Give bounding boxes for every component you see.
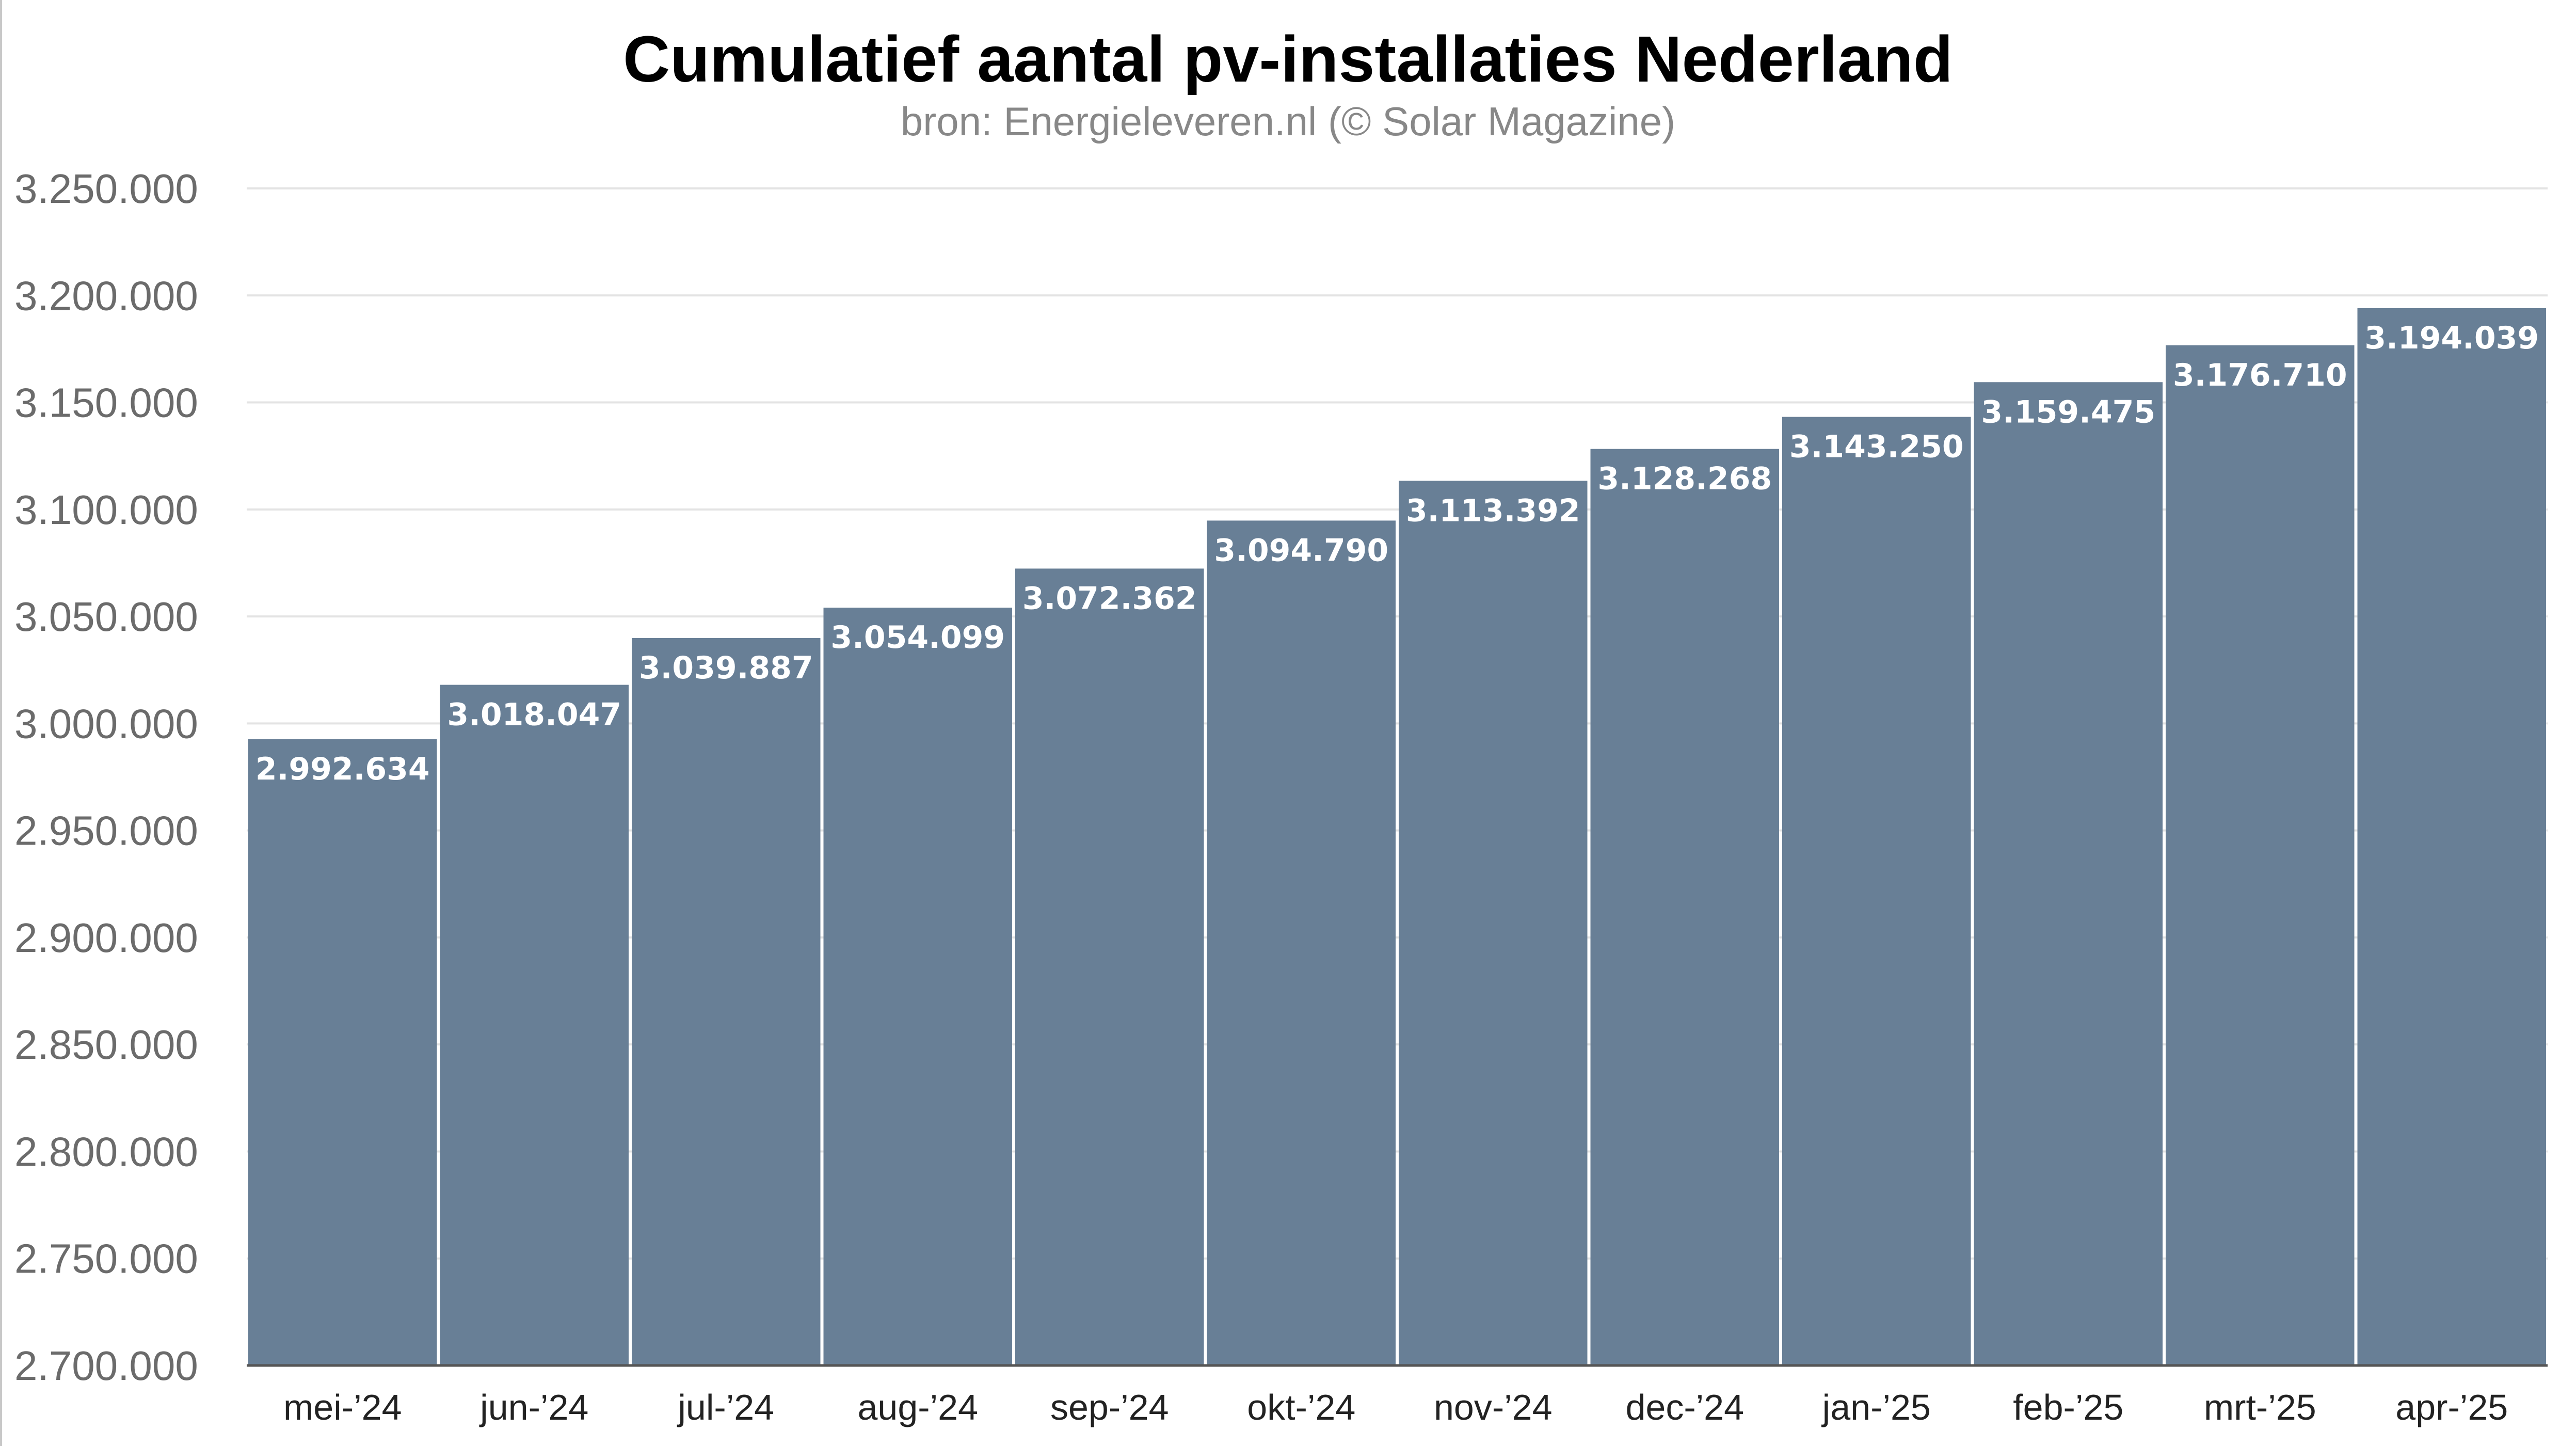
data-label: 3.113.392	[1406, 492, 1580, 529]
data-label: 2.992.634	[255, 751, 430, 787]
x-tick-label: okt-’24	[1247, 1387, 1355, 1427]
data-label: 3.094.790	[1214, 532, 1388, 568]
y-tick-label: 3.000.000	[14, 701, 198, 746]
data-label: 3.128.268	[1597, 461, 1772, 497]
data-label: 3.054.099	[830, 619, 1005, 656]
y-tick-label: 3.250.000	[14, 166, 198, 212]
x-tick-label: jun-’24	[479, 1387, 588, 1427]
y-tick-label: 3.050.000	[14, 594, 198, 640]
bar	[823, 608, 1012, 1365]
x-tick-label: jan-’25	[1821, 1387, 1931, 1427]
bar	[1974, 382, 2163, 1365]
y-axis-tick-labels: 2.700.000 2.750.000 2.800.000 2.850.000 2.90…	[14, 166, 198, 1389]
data-label: 3.194.039	[2364, 320, 2539, 356]
data-label: 3.159.475	[1981, 394, 2155, 430]
bar	[1015, 568, 1204, 1365]
bar	[2166, 345, 2355, 1366]
x-tick-label: feb-’25	[2013, 1387, 2123, 1427]
bars	[248, 308, 2546, 1366]
data-label: 3.176.710	[2173, 357, 2347, 393]
y-tick-label: 3.150.000	[14, 380, 198, 426]
y-tick-label: 3.200.000	[14, 273, 198, 319]
bar	[632, 638, 821, 1365]
x-tick-label: nov-’24	[1434, 1387, 1553, 1427]
x-tick-label: mrt-’25	[2204, 1387, 2316, 1427]
y-tick-label: 3.100.000	[14, 487, 198, 533]
x-tick-label: mei-’24	[283, 1387, 402, 1427]
data-label: 3.072.362	[1022, 580, 1197, 616]
x-tick-label: dec-’24	[1625, 1387, 1744, 1427]
data-label: 3.039.887	[639, 650, 813, 686]
bar	[440, 685, 629, 1365]
bar	[1782, 417, 1971, 1365]
y-tick-label: 2.700.000	[14, 1343, 198, 1389]
data-label: 3.018.047	[447, 697, 621, 733]
y-tick-label: 2.800.000	[14, 1129, 198, 1174]
bar	[1590, 449, 1779, 1365]
x-tick-label: apr-’25	[2395, 1387, 2508, 1427]
y-tick-label: 2.900.000	[14, 915, 198, 961]
data-labels: 2.992.634 3.018.047 3.039.887 3.054.099 3.07…	[255, 320, 2539, 787]
x-tick-label: jul-’24	[677, 1387, 774, 1427]
gridlines	[247, 187, 2548, 1260]
chart-subtitle: bron: Energieleveren.nl (© Solar Magazin…	[900, 99, 1676, 144]
left-border	[0, 0, 2, 1446]
bar	[248, 739, 437, 1365]
y-tick-label: 2.850.000	[14, 1022, 198, 1068]
y-tick-label: 2.750.000	[14, 1236, 198, 1282]
x-tick-label: aug-’24	[857, 1387, 978, 1427]
x-axis-tick-labels: mei-’24 jun-’24 jul-’24 aug-’24 sep-’24 okt-’…	[283, 1387, 2508, 1427]
bar	[1207, 520, 1396, 1365]
y-tick-label: 2.950.000	[14, 808, 198, 854]
bar	[1399, 481, 1588, 1365]
x-tick-label: sep-’24	[1050, 1387, 1169, 1427]
chart-title: Cumulatief aantal pv-installaties Nederl…	[623, 23, 1953, 96]
data-label: 3.143.250	[1789, 429, 1964, 465]
bar	[2357, 308, 2546, 1365]
